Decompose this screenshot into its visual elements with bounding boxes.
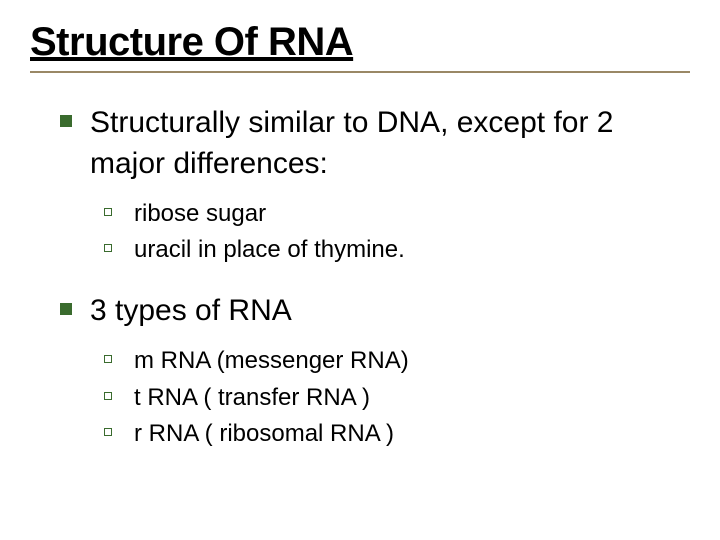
- main-point-2-header: 3 types of RNA: [60, 291, 690, 332]
- slide-title: Structure Of RNA: [30, 20, 690, 73]
- hollow-square-bullet-icon: [104, 244, 112, 252]
- sub-item-2-2: t RNA ( transfer RNA ): [104, 382, 690, 414]
- sub-list-2: m RNA (messenger RNA) t RNA ( transfer R…: [60, 345, 690, 450]
- sub-item-2-2-text: t RNA ( transfer RNA ): [134, 382, 370, 414]
- sub-item-1-1-text: ribose sugar: [134, 198, 266, 230]
- main-point-2: 3 types of RNA m RNA (messenger RNA) t R…: [60, 291, 690, 451]
- sub-item-1-2: uracil in place of thymine.: [104, 234, 690, 266]
- hollow-square-bullet-icon: [104, 208, 112, 216]
- main-point-2-text: 3 types of RNA: [90, 291, 292, 332]
- sub-list-1: ribose sugar uracil in place of thymine.: [60, 198, 690, 267]
- sub-item-2-1: m RNA (messenger RNA): [104, 345, 690, 377]
- hollow-square-bullet-icon: [104, 428, 112, 436]
- sub-item-2-1-text: m RNA (messenger RNA): [134, 345, 409, 377]
- filled-square-bullet-icon: [60, 303, 72, 315]
- sub-item-1-1: ribose sugar: [104, 198, 690, 230]
- main-point-1: Structurally similar to DNA, except for …: [60, 103, 690, 267]
- sub-item-2-3: r RNA ( ribosomal RNA ): [104, 418, 690, 450]
- hollow-square-bullet-icon: [104, 355, 112, 363]
- hollow-square-bullet-icon: [104, 392, 112, 400]
- sub-item-2-3-text: r RNA ( ribosomal RNA ): [134, 418, 394, 450]
- filled-square-bullet-icon: [60, 115, 72, 127]
- sub-item-1-2-text: uracil in place of thymine.: [134, 234, 405, 266]
- main-point-1-text: Structurally similar to DNA, except for …: [90, 103, 690, 184]
- slide-content: Structurally similar to DNA, except for …: [30, 103, 690, 450]
- main-point-1-header: Structurally similar to DNA, except for …: [60, 103, 690, 184]
